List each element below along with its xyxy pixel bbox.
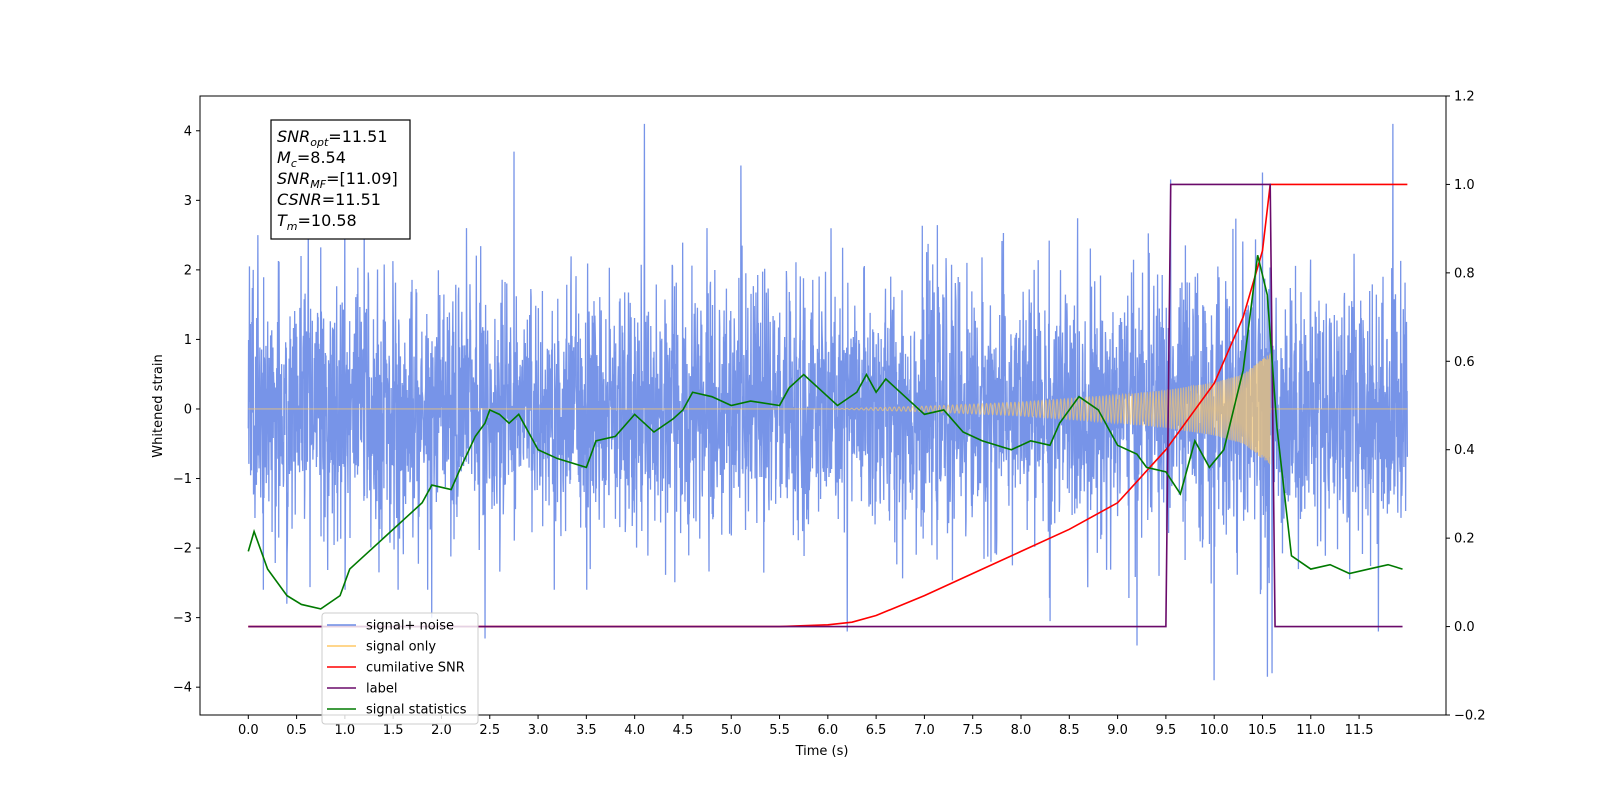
x-tick-label: 7.0 <box>914 723 935 738</box>
series-signal-statistics <box>247 254 1403 610</box>
x-tick-label: 4.0 <box>624 723 645 738</box>
legend-item: signal+ noise <box>327 619 454 634</box>
legend-item: cumilative SNR <box>327 661 465 676</box>
axes-frame <box>199 95 1447 716</box>
x-tick-label: 3.5 <box>576 723 597 738</box>
x-tick-label: 2.5 <box>479 723 500 738</box>
x-tick-label: 10.0 <box>1200 723 1229 738</box>
y-right-tick-label: 0.6 <box>1454 355 1475 370</box>
y-left-tick-label: −1 <box>173 472 192 487</box>
y-left-tick-label: −2 <box>173 542 192 557</box>
y-axis-title: Whitened strain <box>151 354 166 457</box>
series-cumulative-snr <box>248 183 1408 628</box>
x-tick-label: 9.5 <box>1156 723 1177 738</box>
y-left-tick-label: 1 <box>184 333 192 348</box>
y-right-tick-label: 0.0 <box>1454 620 1475 635</box>
legend-label: cumilative SNR <box>366 661 465 676</box>
series-signal-only <box>248 353 1408 465</box>
legend: signal+ noise signal only cumilative SNR la… <box>321 612 479 725</box>
legend-frame <box>321 612 479 725</box>
y-axis-right: −0.2 0.0 0.2 0.4 0.6 0.8 1.0 1.2 <box>1446 90 1486 724</box>
x-tick-label: 4.5 <box>673 723 694 738</box>
x-tick-label: 3.0 <box>528 723 549 738</box>
plot-area <box>247 123 1409 681</box>
y-axis-left: −4 −3 −2 −1 0 1 2 3 4 <box>173 124 200 696</box>
annotation-line: Tm=10.58 <box>277 211 357 233</box>
x-tick-label: 11.5 <box>1345 723 1374 738</box>
legend-item: signal only <box>327 640 436 655</box>
annotation-line: CSNR=11.51 <box>277 190 381 209</box>
x-tick-label: 2.0 <box>431 723 452 738</box>
legend-label: label <box>366 682 397 697</box>
y-left-tick-label: −3 <box>173 611 192 626</box>
y-right-tick-label: −0.2 <box>1454 709 1486 724</box>
legend-label: signal only <box>366 640 436 655</box>
x-tick-label: 8.0 <box>1011 723 1032 738</box>
y-right-tick-label: 1.0 <box>1454 178 1475 193</box>
y-left-tick-label: 2 <box>184 263 192 278</box>
y-right-tick-label: 1.2 <box>1454 90 1475 105</box>
legend-label: signal statistics <box>366 703 467 718</box>
x-tick-label: 9.0 <box>1107 723 1128 738</box>
annotation-line: SNRopt=11.51 <box>277 127 388 149</box>
x-tick-label: 11.0 <box>1296 723 1325 738</box>
y-right-tick-label: 0.4 <box>1454 443 1475 458</box>
series-label <box>248 183 1403 628</box>
y-right-tick-label: 0.8 <box>1454 266 1475 281</box>
legend-item: label <box>327 682 397 697</box>
x-tick-label: 10.5 <box>1248 723 1277 738</box>
x-tick-label: 0.0 <box>238 723 259 738</box>
y-right-tick-label: 0.2 <box>1454 532 1475 547</box>
x-tick-label: 6.0 <box>817 723 838 738</box>
x-tick-label: 7.5 <box>962 723 983 738</box>
y-left-tick-label: −4 <box>173 681 192 696</box>
annotation-box: SNRopt=11.51Mc=8.54SNRMF=[11.09]CSNR=11.… <box>270 119 411 240</box>
legend-label: signal+ noise <box>366 619 454 634</box>
annotation-line: Mc=8.54 <box>277 148 346 170</box>
series-signal-noise <box>247 123 1409 681</box>
y-left-tick-label: 0 <box>184 402 192 417</box>
annotation-frame <box>270 119 411 240</box>
legend-item: signal statistics <box>327 703 467 718</box>
x-tick-label: 6.5 <box>866 723 887 738</box>
x-tick-label: 1.5 <box>383 723 404 738</box>
x-tick-label: 5.0 <box>721 723 742 738</box>
x-tick-label: 8.5 <box>1059 723 1080 738</box>
x-axis-title: Time (s) <box>795 744 849 759</box>
x-axis: 0.0 0.5 1.0 1.5 2.0 2.5 3.0 3.5 4.0 4.5 5.0 5.5 6.0 6… <box>238 715 1374 738</box>
x-tick-label: 1.0 <box>335 723 356 738</box>
x-tick-label: 0.5 <box>286 723 307 738</box>
x-tick-label: 5.5 <box>769 723 790 738</box>
y-left-tick-label: 3 <box>184 194 192 209</box>
y-left-tick-label: 4 <box>184 124 192 139</box>
annotation-line: SNRMF=[11.09] <box>277 169 398 191</box>
